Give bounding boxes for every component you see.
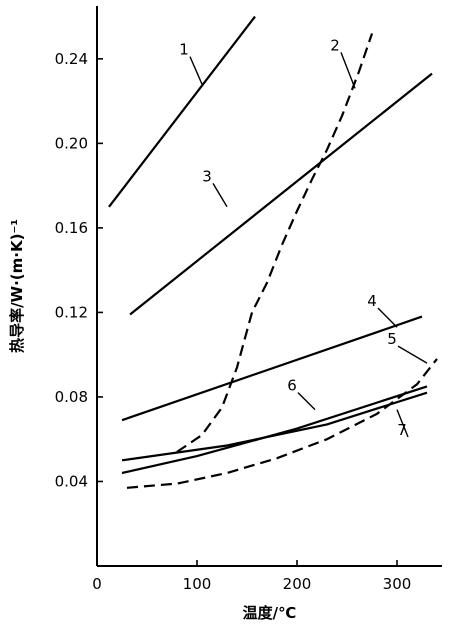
x-axis-title: 温度/℃ (243, 604, 297, 622)
series-label-leader (297, 392, 316, 411)
y-tick-label: 0.20 (55, 134, 88, 152)
series-label-leader (377, 307, 398, 328)
series-label: 1 (179, 41, 189, 59)
x-tick-label: 200 (283, 575, 312, 593)
y-axis-title: 热导率/W·(m·K)⁻¹ (8, 219, 26, 353)
series-line-6 (121, 385, 428, 475)
y-tick-label: 0.12 (55, 303, 88, 321)
axes: 0 100 200 300 0.04 0.08 0.12 0.16 0.20 0.24 (55, 6, 442, 593)
y-tick-label: 0.04 (55, 472, 88, 490)
series-label: 5 (387, 330, 397, 348)
series-label: 6 (287, 377, 297, 395)
series-label-leader (397, 345, 428, 364)
series-label-leader (212, 183, 228, 208)
series-line-4 (121, 315, 423, 422)
series-label: 4 (367, 292, 377, 310)
plot-area: 1 2 3 4 5 6 7 (108, 15, 438, 489)
series-line-5 (126, 358, 438, 489)
series-line-2 (176, 33, 374, 453)
series-label-leader (396, 409, 409, 438)
x-tick-label: 300 (383, 575, 412, 593)
y-tick-label: 0.08 (55, 388, 88, 406)
series-label: 2 (330, 36, 340, 54)
series-label: 3 (202, 167, 212, 185)
series-label-leader (340, 52, 356, 89)
series-line-1 (108, 15, 256, 208)
series-label-leader (189, 56, 203, 85)
y-tick-label: 0.16 (55, 219, 88, 237)
series-line-7 (121, 391, 428, 462)
series-line-3 (129, 72, 433, 316)
x-tick-label: 0 (92, 575, 102, 593)
x-tick-label: 100 (183, 575, 212, 593)
series-label: 7 (397, 421, 407, 439)
y-tick-label: 0.24 (55, 50, 88, 68)
